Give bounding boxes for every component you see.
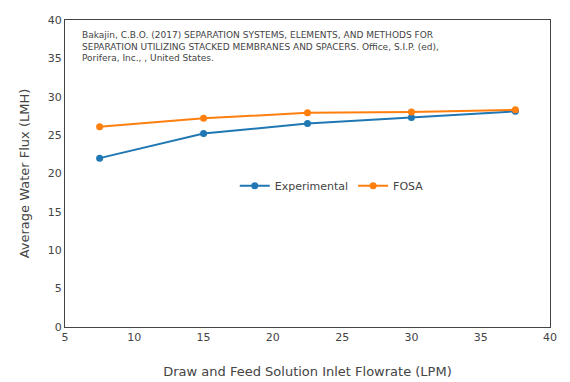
svg-text:25: 25 xyxy=(48,129,62,142)
svg-text:5: 5 xyxy=(55,282,62,295)
svg-text:30: 30 xyxy=(48,91,62,104)
svg-text:30: 30 xyxy=(404,331,418,344)
svg-text:Experimental: Experimental xyxy=(275,180,348,193)
svg-text:20: 20 xyxy=(266,331,280,344)
svg-text:40: 40 xyxy=(48,14,62,27)
svg-text:Bakajin, C.B.O. (2017) SEPARAT: Bakajin, C.B.O. (2017) SEPARATION SYSTEM… xyxy=(82,30,439,63)
svg-text:FOSA: FOSA xyxy=(393,180,423,193)
svg-text:0: 0 xyxy=(55,321,62,334)
svg-text:15: 15 xyxy=(48,206,62,219)
svg-text:Draw and Feed Solution Inlet F: Draw and Feed Solution Inlet Flowrate (L… xyxy=(163,364,451,379)
svg-text:15: 15 xyxy=(197,331,211,344)
svg-text:10: 10 xyxy=(127,331,141,344)
svg-text:35: 35 xyxy=(474,331,488,344)
svg-text:Average Water Flux (LMH): Average Water Flux (LMH) xyxy=(17,89,32,259)
svg-text:10: 10 xyxy=(48,244,62,257)
svg-text:5: 5 xyxy=(62,331,69,344)
svg-text:40: 40 xyxy=(543,331,557,344)
svg-text:25: 25 xyxy=(335,331,349,344)
svg-text:20: 20 xyxy=(48,167,62,180)
svg-text:35: 35 xyxy=(48,52,62,65)
